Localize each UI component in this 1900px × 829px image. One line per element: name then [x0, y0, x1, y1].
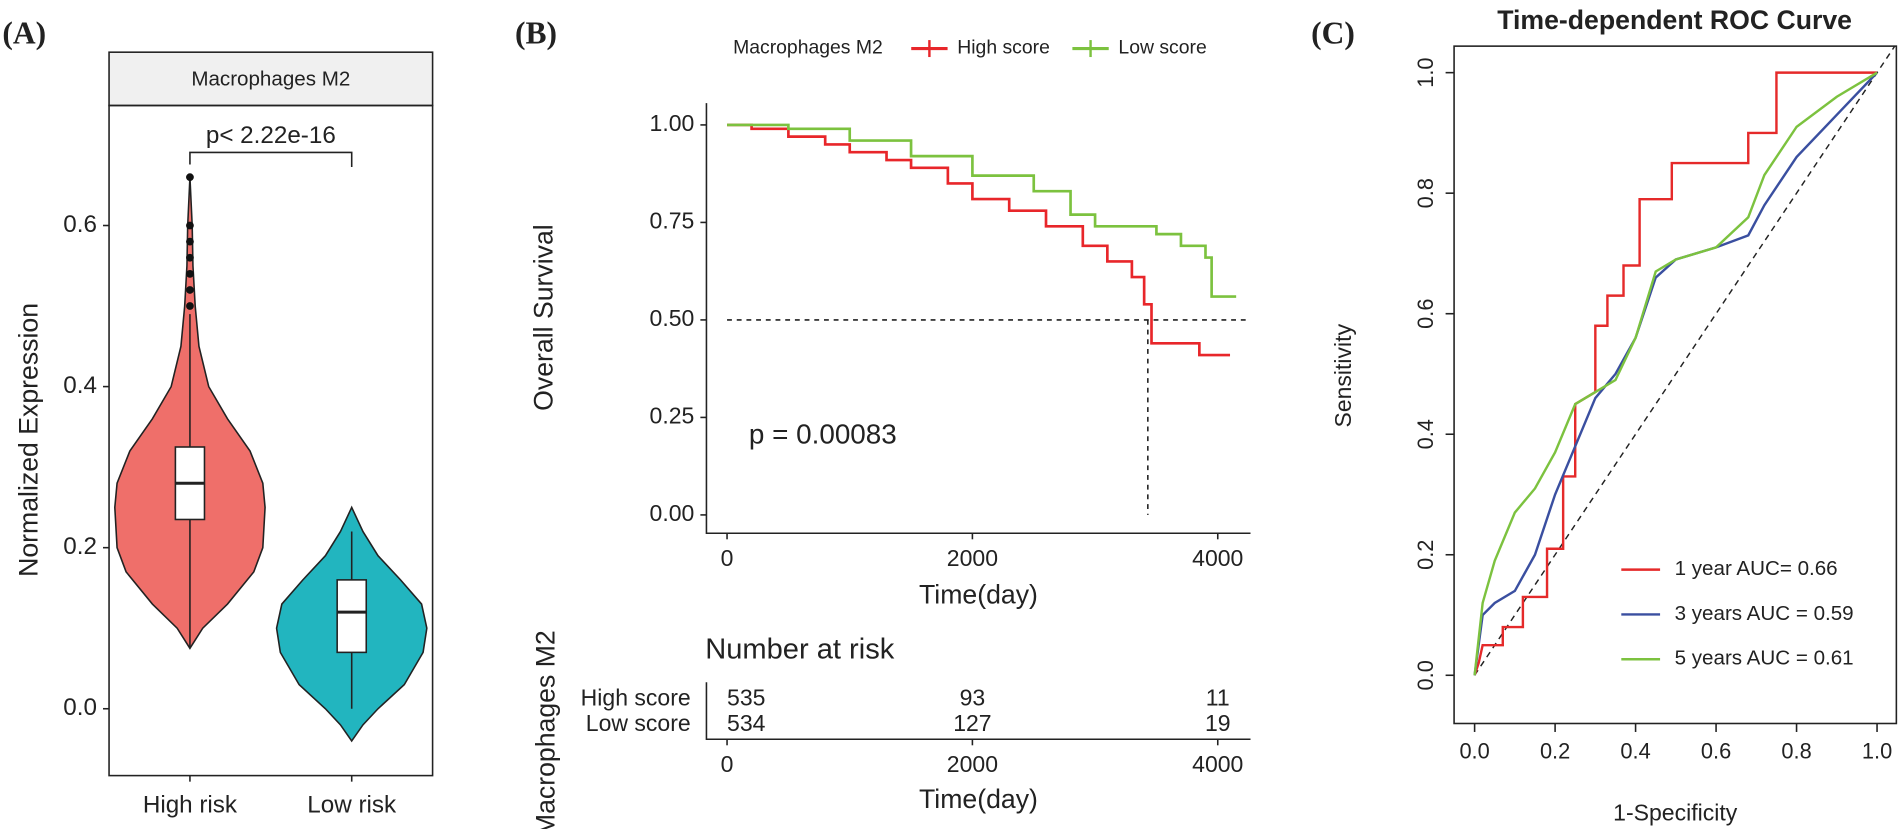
axes — [705, 682, 1251, 741]
y-tick-label: 0.4 — [63, 372, 97, 399]
x-tick-label: Low risk — [307, 791, 397, 818]
y-tick-label: 1.0 — [1413, 57, 1438, 87]
y-tick-label: 0.50 — [650, 305, 695, 331]
risk-count: 11 — [1206, 684, 1230, 710]
x-axis-label: 1-Specificity — [1613, 799, 1738, 825]
y-tick-label: 0.8 — [1413, 178, 1438, 208]
outlier — [186, 221, 194, 230]
p-value: p = 0.00083 — [749, 419, 897, 450]
y-tick-label: 0.0 — [63, 694, 97, 721]
outlier — [186, 237, 194, 246]
legend-label: 5 years AUC = 0.61 — [1675, 647, 1854, 670]
table-title: Number at risk — [705, 633, 895, 665]
y-axis-label: Macrophages M2 — [531, 630, 561, 829]
outlier — [186, 302, 194, 310]
y-tick-label: 0.0 — [1413, 660, 1438, 690]
row-label: High score — [581, 684, 691, 710]
x-tick-label: 4000 — [1192, 545, 1243, 571]
y-tick-label: 0.25 — [650, 402, 695, 428]
legend-label: High score — [957, 37, 1050, 59]
chart-title: Time-dependent ROC Curve — [1497, 5, 1852, 35]
survival-curve — [727, 123, 1231, 357]
risk-count: 127 — [953, 710, 991, 736]
plot-frame — [1453, 45, 1898, 725]
risk-count: 93 — [960, 684, 986, 710]
outlier — [186, 173, 194, 182]
outlier — [186, 269, 194, 278]
x-tick-label: 0 — [721, 545, 734, 571]
risk-count: 19 — [1205, 710, 1231, 736]
x-tick-label: High risk — [143, 791, 238, 818]
y-tick-label: 0.75 — [650, 208, 695, 234]
legend-label: 3 years AUC = 0.59 — [1675, 602, 1854, 625]
legend-label: Low score — [1118, 37, 1206, 59]
y-tick-label: 0.6 — [1413, 299, 1438, 329]
risk-count: 534 — [727, 710, 766, 736]
panel-label: (A) — [2, 16, 46, 51]
x-tick-label: 2000 — [947, 545, 998, 571]
outlier — [186, 286, 194, 294]
x-axis-label: Time(day) — [919, 579, 1038, 609]
y-axis-label: Sensitivity — [1330, 323, 1356, 427]
outlier — [186, 253, 194, 262]
x-tick-label: 0.4 — [1620, 738, 1650, 763]
roc-curve — [1473, 71, 1878, 676]
significance-bracket — [189, 151, 353, 167]
x-tick-label: 0.6 — [1701, 738, 1731, 763]
panel-label: (C) — [1311, 16, 1355, 51]
x-tick-label: 0 — [721, 751, 734, 777]
panel-label: (B) — [515, 16, 557, 51]
strip-label: Macrophages M2 — [191, 67, 350, 90]
x-tick-label: 4000 — [1192, 751, 1243, 777]
y-tick-label: 0.6 — [63, 211, 97, 238]
axes — [705, 103, 1251, 535]
y-tick-label: 0.4 — [1413, 419, 1438, 449]
risk-count: 535 — [727, 684, 765, 710]
x-tick-label: 2000 — [947, 751, 998, 777]
y-axis-label: Overall Survival — [528, 224, 558, 411]
significance-label: p< 2.22e-16 — [206, 122, 336, 149]
x-axis-label: Time(day) — [919, 784, 1038, 814]
x-tick-label: 0.0 — [1459, 738, 1489, 763]
row-label: Low score — [586, 710, 691, 736]
y-tick-label: 0.2 — [1413, 540, 1438, 570]
survival-curve — [727, 123, 1237, 298]
x-tick-label: 0.8 — [1781, 738, 1811, 763]
diagonal — [1474, 45, 1896, 676]
roc-curve — [1473, 71, 1878, 676]
plot-frame — [108, 104, 434, 777]
y-tick-label: 1.00 — [650, 110, 695, 136]
strip — [108, 51, 434, 107]
legend-label: 1 year AUC= 0.66 — [1675, 557, 1838, 580]
roc-curve — [1473, 71, 1878, 676]
y-tick-label: 0.2 — [63, 533, 97, 560]
x-tick-label: 0.2 — [1540, 738, 1570, 763]
y-tick-label: 0.00 — [650, 500, 695, 526]
x-tick-label: 1.0 — [1862, 738, 1892, 763]
box — [336, 579, 368, 654]
legend-title: Macrophages M2 — [733, 37, 883, 59]
y-axis-label: Normalized Expression — [13, 303, 43, 577]
